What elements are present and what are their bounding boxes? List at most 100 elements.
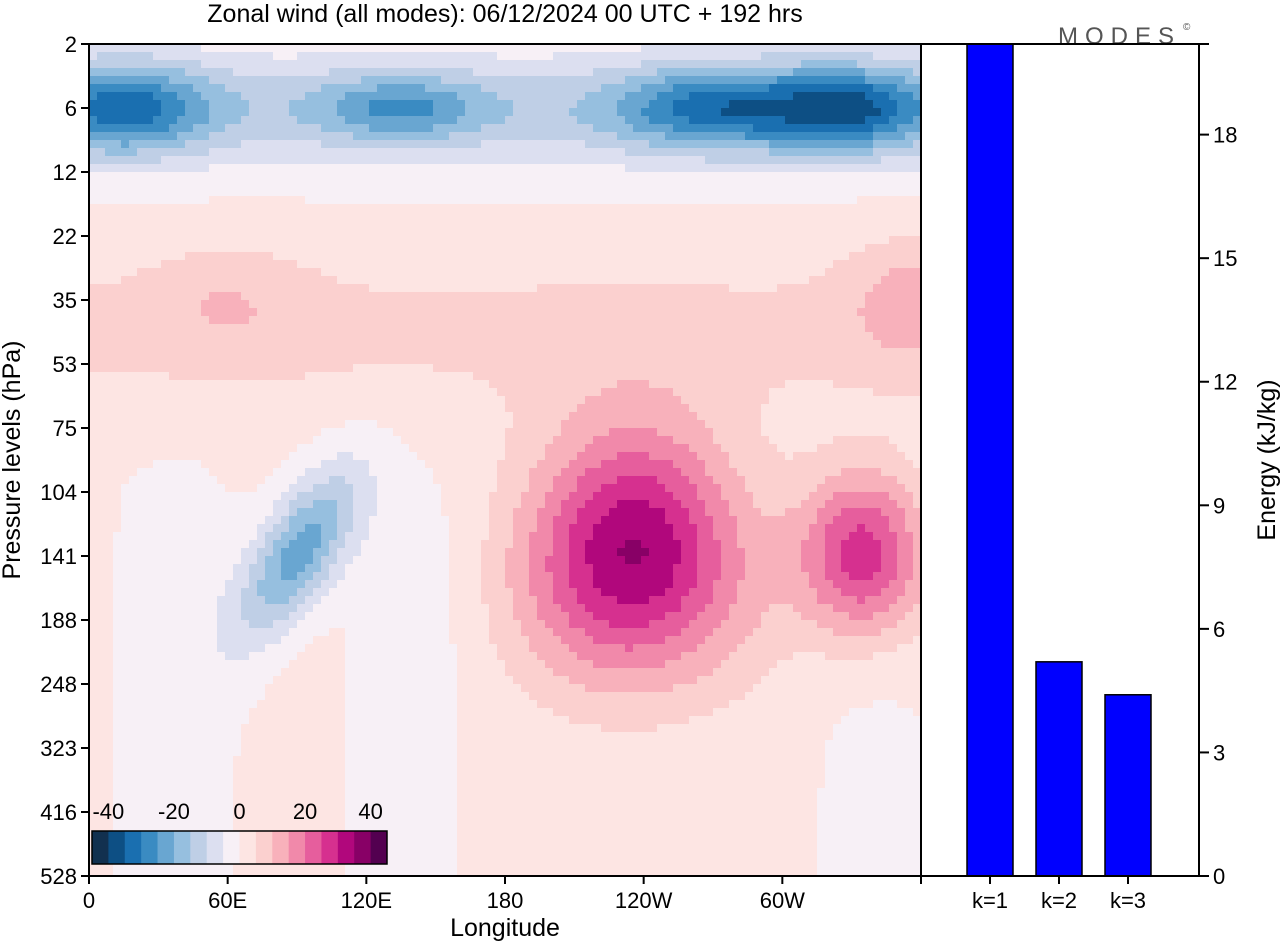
heatmap-cell — [265, 196, 274, 205]
heatmap-cell — [137, 324, 146, 333]
heatmap-cell — [761, 188, 770, 197]
heatmap-cell — [761, 100, 770, 109]
heatmap-cell — [681, 84, 690, 93]
heatmap-cell — [465, 380, 474, 389]
heatmap-cell — [569, 252, 578, 261]
heatmap-cell — [449, 76, 458, 85]
heatmap-cell — [449, 164, 458, 173]
heatmap-cell — [761, 420, 770, 429]
heatmap-cell — [777, 68, 786, 77]
heatmap-cell — [377, 68, 386, 77]
heatmap-cell — [265, 52, 274, 61]
heatmap-cell — [505, 100, 514, 109]
heatmap-cell — [889, 284, 898, 293]
heatmap-cell — [297, 172, 306, 181]
heatmap-cell — [569, 244, 578, 253]
heatmap-cell — [809, 420, 818, 429]
heatmap-cell — [785, 220, 794, 229]
heatmap-cell — [585, 124, 594, 133]
heatmap-cell — [305, 332, 314, 341]
heatmap-cell — [313, 372, 322, 381]
heatmap-cell — [217, 92, 226, 101]
heatmap-cell — [633, 140, 642, 149]
heatmap-cell — [513, 316, 522, 325]
heatmap-cell — [657, 308, 666, 317]
heatmap-cell — [665, 348, 674, 357]
heatmap-cell — [153, 108, 162, 117]
heatmap-cell — [537, 292, 546, 301]
heatmap-cell — [753, 132, 762, 141]
heatmap-cell — [321, 228, 330, 237]
heatmap-cell — [513, 108, 522, 117]
heatmap-cell — [89, 44, 98, 53]
heatmap-cell — [241, 156, 250, 165]
heatmap-cell — [513, 52, 522, 61]
heatmap-cell — [825, 308, 834, 317]
heatmap-cell — [521, 268, 530, 277]
heatmap-cell — [393, 348, 402, 357]
heatmap-cell — [625, 60, 634, 69]
heatmap-cell — [329, 52, 338, 61]
heatmap-cell — [553, 196, 562, 205]
heatmap-cell — [249, 124, 258, 133]
heatmap-cell — [537, 148, 546, 157]
heatmap-cell — [713, 276, 722, 285]
heatmap-cell — [153, 60, 162, 69]
heatmap-cell — [129, 276, 138, 285]
heatmap-cell — [561, 60, 570, 69]
heatmap-cell — [177, 92, 186, 101]
heatmap-cell — [217, 252, 226, 261]
heatmap-cell — [193, 220, 202, 229]
heatmap-cell — [337, 372, 346, 381]
heatmap-cell — [113, 412, 122, 421]
heatmap-cell — [785, 236, 794, 245]
heatmap-cell — [881, 116, 890, 125]
heatmap-cell — [849, 76, 858, 85]
heatmap-cell — [289, 92, 298, 101]
heatmap-cell — [105, 324, 114, 333]
heatmap-cell — [233, 356, 242, 365]
heatmap-cell — [329, 68, 338, 77]
heatmap-cell — [257, 324, 266, 333]
heatmap-cell — [369, 372, 378, 381]
heatmap-cell — [305, 388, 314, 397]
heatmap-cell — [577, 380, 586, 389]
heatmap-cell — [777, 84, 786, 93]
heatmap-cell — [105, 340, 114, 349]
heatmap-cell — [385, 228, 394, 237]
heatmap-cell — [281, 180, 290, 189]
heatmap-cell — [129, 52, 138, 61]
heatmap-cell — [337, 268, 346, 277]
heatmap-cell — [777, 44, 786, 53]
heatmap-cell — [561, 260, 570, 269]
heatmap-cell — [561, 348, 570, 357]
heatmap-cell — [105, 260, 114, 269]
heatmap-cell — [665, 292, 674, 301]
heatmap-cell — [673, 260, 682, 269]
heatmap-cell — [473, 236, 482, 245]
heatmap-cell — [769, 244, 778, 253]
heatmap-cell — [97, 140, 106, 149]
heatmap-cell — [337, 348, 346, 357]
heatmap-cell — [137, 388, 146, 397]
heatmap-cell — [425, 340, 434, 349]
heatmap-cell — [721, 364, 730, 373]
heatmap-cell — [177, 412, 186, 421]
heatmap-cell — [129, 140, 138, 149]
heatmap-cell — [425, 52, 434, 61]
heatmap-cell — [457, 276, 466, 285]
heatmap-cell — [137, 364, 146, 373]
heatmap-cell — [393, 388, 402, 397]
heatmap-cell — [353, 180, 362, 189]
heatmap-cell — [425, 268, 434, 277]
heatmap-cell — [801, 316, 810, 325]
heatmap-cell — [361, 316, 370, 325]
heatmap-cell — [449, 212, 458, 221]
heatmap-cell — [449, 228, 458, 237]
heatmap-cell — [265, 252, 274, 261]
heatmap-cell — [825, 420, 834, 429]
heatmap-cell — [265, 156, 274, 165]
heatmap-cell — [833, 388, 842, 397]
heatmap-cell — [113, 188, 122, 197]
heatmap-cell — [865, 420, 874, 429]
